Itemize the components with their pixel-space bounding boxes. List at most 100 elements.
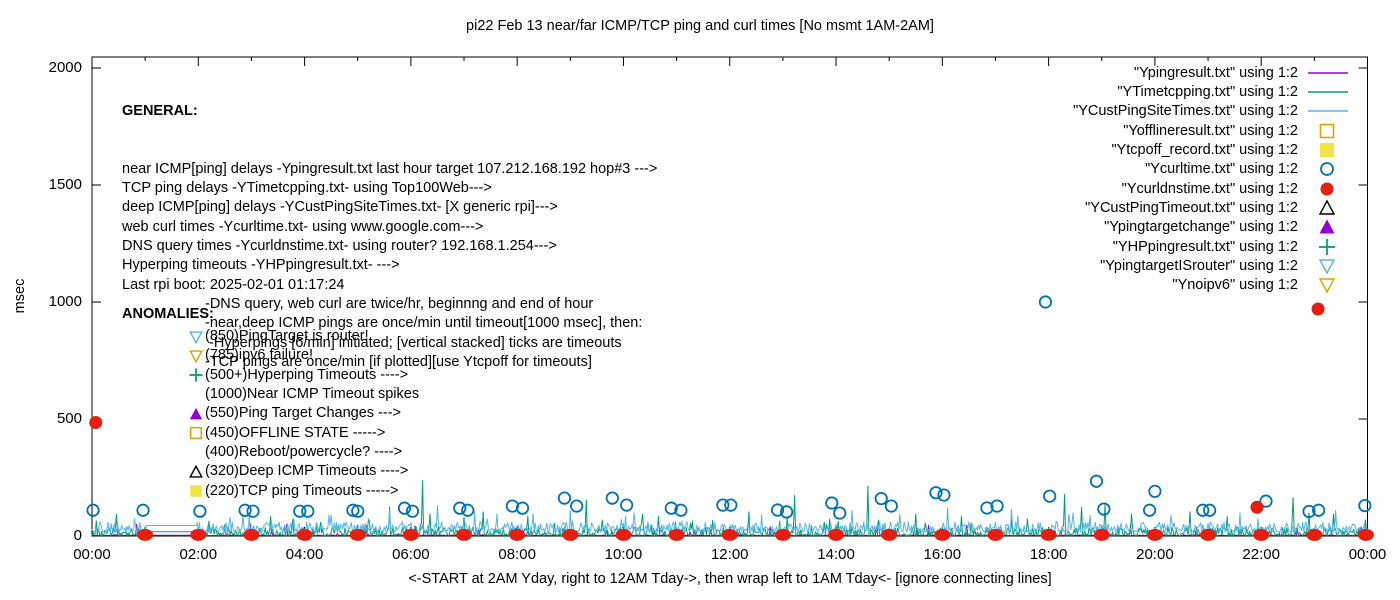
anomaly-label: (220)TCP ping Timeouts ----->	[205, 482, 399, 499]
legend-row: "Ynoipv6" using 1:2	[950, 276, 1352, 295]
dns-dot-cluster	[934, 528, 951, 541]
anomaly-label: (550)Ping Target Changes --->	[205, 405, 401, 422]
x-tick-label: 00:00	[73, 546, 111, 563]
anomaly-marker-triangle-down-open	[188, 347, 205, 365]
x-tick-label: 08:00	[498, 546, 536, 563]
anomaly-row: (850)PingTarget is router!	[188, 327, 419, 346]
anomaly-row: (785)ipv6 failure!	[188, 346, 419, 365]
legend-circle-filled-icon	[1320, 182, 1334, 196]
anomaly-marker-none	[188, 444, 205, 462]
legend-label: "YTimetcpping.txt" using 1:2	[1117, 83, 1298, 100]
x-tick-label: 12:00	[710, 546, 749, 563]
dns-dot-cluster	[1093, 528, 1110, 541]
anomaly-label: (400)Reboot/powercycle? ---->	[205, 443, 403, 460]
legend-triangle-down-open-icon	[1318, 259, 1336, 275]
anomaly-label: (785)ipv6 failure!	[205, 347, 313, 364]
dns-dot-cluster	[1040, 528, 1057, 541]
anomaly-row: (400)Reboot/powercycle? ---->	[188, 443, 419, 462]
legend-row: "Ycurldnstime.txt" using 1:2	[950, 179, 1352, 198]
dns-dot-cluster	[137, 528, 154, 541]
legend-square-open-icon	[1319, 123, 1335, 138]
legend-triangle-down-open-icon	[1318, 278, 1336, 294]
anomaly-marker-triangle-up-filled	[188, 405, 205, 423]
dns-dot-cluster	[668, 528, 685, 541]
x-tick-label: 22:00	[1242, 546, 1280, 563]
dns-dot-cluster	[721, 528, 738, 541]
dns-dot-cluster	[1357, 528, 1374, 541]
legend-row: "YpingtargetISrouter" using 1:2	[950, 256, 1352, 275]
dns-dot-cluster	[615, 528, 632, 541]
plus-icon	[189, 368, 203, 382]
legend-label: "Ytcpoff_record.txt" using 1:2	[1111, 141, 1298, 158]
dns-dot-cluster	[456, 528, 473, 541]
dns-dot-cluster	[987, 528, 1004, 541]
dns-dot-cluster	[190, 528, 207, 541]
general-line: DNS query times -Ycurldnstime.txt- using…	[122, 237, 557, 254]
x-tick-label: 06:00	[392, 546, 430, 563]
legend-row: "YCustPingSiteTimes.txt" using 1:2	[950, 102, 1352, 121]
anomalies-heading: ANOMALIES:	[122, 306, 214, 322]
x-tick-label: 20:00	[1136, 546, 1174, 563]
legend-label: "Ypingtargetchange" using 1:2	[1104, 219, 1298, 236]
triangle-down-open-icon	[189, 350, 203, 364]
y-tick-label: 500	[56, 410, 82, 427]
x-tick-label: 16:00	[923, 546, 962, 563]
anomaly-label: (450)OFFLINE STATE ----->	[205, 424, 386, 441]
legend-label: "YpingtargetISrouter" using 1:2	[1100, 257, 1298, 274]
plot-legend: "Ypingresult.txt" using 1:2 "YTimetcpping…	[950, 63, 1352, 295]
anomaly-row: (220)TCP ping Timeouts ----->	[188, 482, 419, 501]
dns-dot-outlier	[1250, 500, 1264, 514]
legend-label: "YCustPingTimeout.txt" using 1:2	[1085, 199, 1298, 216]
dns-dot-cluster	[296, 528, 313, 541]
general-annotation-block: GENERAL: near ICMP[ping] delays -Ypingre…	[122, 63, 657, 372]
legend-row: "Ypingtargetchange" using 1:2	[950, 218, 1352, 237]
x-tick-label: 02:00	[179, 546, 218, 563]
legend-circle-open-icon	[1320, 162, 1334, 177]
general-note-line: -Hyperpings [6/min] initiated; [vertical…	[205, 334, 622, 351]
dns-dot-cluster	[562, 528, 579, 541]
x-tick-label: 00:00	[1348, 546, 1387, 563]
anomaly-row: (450)OFFLINE STATE ----->	[188, 424, 419, 443]
dns-dot-cluster	[1146, 528, 1163, 541]
general-line: near ICMP[ping] delays -Ypingresult.txt …	[122, 160, 658, 177]
legend-row: "YTimetcpping.txt" using 1:2	[950, 82, 1352, 101]
anomaly-row: (500+)Hyperping Timeouts ---->	[188, 366, 419, 385]
anomaly-row: (320)Deep ICMP Timeouts ---->	[188, 462, 419, 481]
dns-dot-cluster	[1306, 528, 1323, 541]
general-line: web curl times -Ycurltime.txt- using www…	[122, 218, 484, 235]
anomaly-label: (850)PingTarget is router!	[205, 328, 369, 344]
general-line: Hyperping timeouts -YHPpingresult.txt- -…	[122, 257, 400, 274]
x-tick-label: 10:00	[604, 546, 643, 563]
general-note-line: -near,deep ICMP pings are once/min until…	[205, 315, 643, 332]
square-open-icon	[189, 427, 203, 440]
legend-row: "Ycurltime.txt" using 1:2	[950, 160, 1352, 179]
general-line: deep ICMP[ping] delays -YCustPingSiteTim…	[122, 199, 558, 216]
anomaly-marker-none	[188, 386, 205, 404]
y-tick-label: 1500	[48, 176, 82, 193]
legend-row: "Yofflineresult.txt" using 1:2	[950, 121, 1352, 140]
legend-line-icon	[1308, 71, 1348, 74]
dns-dot-cluster	[774, 528, 791, 541]
legend-triangle-up-filled-icon	[1319, 219, 1335, 234]
legend-line-icon	[1308, 91, 1348, 93]
y-tick-label: 0	[73, 527, 82, 544]
dns-dot-outlier	[89, 416, 103, 430]
anomaly-label: (500+)Hyperping Timeouts ---->	[205, 366, 409, 383]
x-tick-label: 04:00	[285, 546, 324, 563]
y-tick-label: 1000	[48, 293, 82, 310]
dns-dot-cluster	[828, 528, 845, 541]
anomaly-label: (1000)Near ICMP Timeout spikes	[205, 385, 420, 402]
anomaly-marker-square-filled	[188, 482, 205, 500]
legend-plus-icon	[1319, 238, 1335, 255]
legend-label: "Yofflineresult.txt" using 1:2	[1123, 122, 1298, 139]
legend-label: "Ycurldnstime.txt" using 1:2	[1121, 180, 1298, 197]
general-line: Last rpi boot: 2025-02-01 01:17:24	[122, 276, 345, 293]
general-note-line: -TCP pings are once/min [if plotted][use…	[205, 353, 592, 370]
anomalies-annotation-block: (850)PingTarget is router! (785)ipv6 fail…	[188, 327, 419, 501]
dns-dot-cluster	[881, 528, 898, 541]
anomaly-marker-triangle-up-open	[188, 463, 205, 481]
legend-row: "Ypingresult.txt" using 1:2	[950, 63, 1352, 82]
x-tick-label: 14:00	[817, 546, 855, 563]
legend-square-filled-icon	[1320, 142, 1334, 157]
